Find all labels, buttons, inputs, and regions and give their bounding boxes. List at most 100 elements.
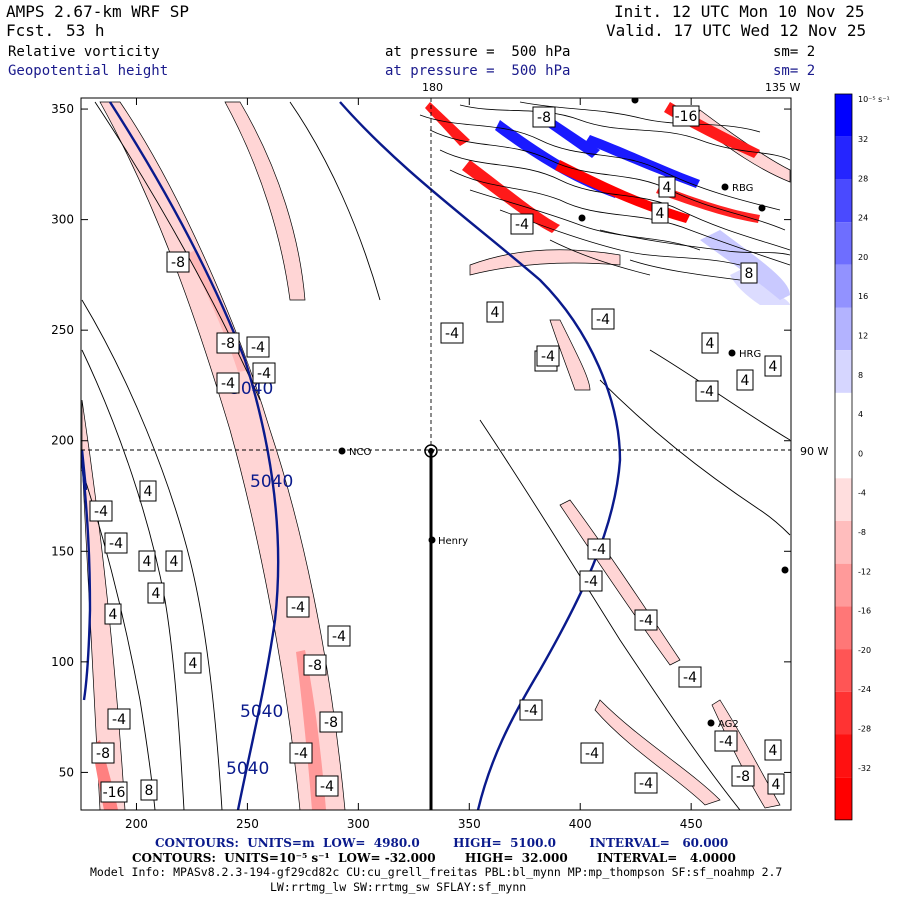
vorticity-label-text: -4 — [639, 613, 653, 629]
colorbar-segment — [835, 649, 852, 692]
colorbar-segment — [835, 350, 852, 393]
vorticity-label-text: -4 — [251, 340, 265, 356]
south-pole-dot — [428, 448, 434, 454]
vorticity-label: -4 — [695, 380, 719, 402]
vorticity-label: -8 — [216, 332, 240, 354]
colorbar-tick-label: 0 — [858, 449, 863, 458]
vorticity-label: -4 — [289, 742, 313, 764]
vorticity-label-text: -8 — [736, 769, 750, 785]
vorticity-label-box — [519, 699, 543, 721]
vorticity-label-text: -4 — [515, 217, 529, 233]
vorticity-label: 8 — [740, 262, 758, 284]
smooth2-label: sm= 2 — [773, 63, 816, 79]
colorbar-segment — [835, 435, 852, 479]
vorticity-label-text: -4 — [639, 776, 653, 792]
colorbar-tick-label: -24 — [858, 685, 871, 694]
pressure1-label: at pressure = 500 hPa — [385, 44, 571, 60]
vorticity-label-text: -4 — [596, 312, 610, 328]
y-tick-label: 150 — [51, 544, 74, 558]
station-label: HRG — [739, 349, 761, 360]
vorticity-label-box — [303, 654, 327, 676]
vorticity-label-text: -4 — [332, 629, 346, 645]
vorticity-label-text: 4 — [706, 336, 715, 352]
vorticity-label: 8 — [140, 779, 158, 801]
vorticity-label-text: -8 — [171, 255, 185, 271]
station-dot — [728, 349, 736, 357]
vorticity-label-text: -4 — [291, 600, 305, 616]
vorticity-label-box — [764, 739, 782, 761]
vorticity-label: -4 — [286, 596, 310, 618]
colorbar-unit: 10⁻⁵ s⁻¹ — [858, 95, 890, 104]
vorticity-label-box — [658, 176, 676, 198]
station-dot — [707, 719, 715, 727]
colorbar-tick-label: 4 — [858, 410, 863, 419]
lon-label-135w: 135 W — [765, 81, 800, 94]
colorbar-segment — [835, 94, 852, 137]
vorticity-label: -4 — [714, 730, 738, 752]
vorticity-label-text: 4 — [769, 359, 778, 375]
vorticity-label-box — [139, 480, 157, 502]
vorticity-label: -16 — [100, 781, 128, 803]
vorticity-label-text: 4 — [656, 206, 665, 222]
field2-label: Geopotential height — [8, 63, 169, 79]
vorticity-label-box — [89, 500, 113, 522]
vorticity-label-box — [319, 711, 343, 733]
pressure2-label: at pressure = 500 hPa — [385, 63, 571, 79]
colorbar-tick-label: -16 — [858, 607, 871, 616]
vorticity-label-text: -16 — [103, 785, 126, 801]
vorticity-label-box — [286, 596, 310, 618]
station-dot — [578, 214, 586, 222]
forecast-label: Fcst. — [6, 21, 55, 40]
vorticity-label-text: -4 — [109, 536, 123, 552]
contours-height-info: CONTOURS: UNITS=m LOW= 4980.0 HIGH= 5100… — [155, 836, 729, 850]
y-axis: 50 100 150 200 250 300 350 — [51, 102, 791, 779]
vorticity-label-box — [246, 336, 270, 358]
vorticity-label-text: -4 — [541, 349, 555, 365]
vorticity-label-text: -4 — [112, 712, 126, 728]
vorticity-label: -4 — [252, 362, 276, 384]
vorticity-label-box — [138, 550, 156, 572]
vorticity-label: 4 — [701, 332, 719, 354]
vorticity-label-text: -8 — [324, 715, 338, 731]
vorticity-label-text: 4 — [491, 305, 500, 321]
vorticity-label: -4 — [678, 666, 702, 688]
vorticity-label: -8 — [532, 106, 556, 128]
vorticity-label: 4 — [658, 176, 676, 198]
model-title: AMPS 2.67-km WRF SP — [6, 2, 190, 21]
vorticity-label-text: -4 — [584, 574, 598, 590]
contours-vorticity-info: CONTOURS: UNITS=10⁻⁵ s⁻¹ LOW= -32.000 HI… — [132, 851, 736, 865]
colorbar-tick-label: 24 — [858, 214, 868, 223]
height-contours — [81, 101, 622, 810]
vorticity-label: -4 — [510, 213, 534, 235]
vorticity-label-text: 4 — [772, 777, 781, 793]
vorticity-label-box — [216, 332, 240, 354]
vorticity-label-text: 4 — [769, 743, 778, 759]
vorticity-label-box — [536, 345, 560, 367]
vorticity-label-box — [289, 742, 313, 764]
colorbar-segment — [835, 521, 852, 564]
vorticity-label-box — [591, 308, 615, 330]
station-dot — [781, 566, 789, 574]
colorbar-segment — [835, 777, 852, 820]
vorticity-label: 4 — [651, 202, 669, 224]
vorticity-label-box — [107, 708, 131, 730]
colorbar-segment — [835, 264, 852, 308]
vorticity-label: 4 — [736, 369, 754, 391]
vorticity-label-box — [104, 603, 122, 625]
vorticity-label-text: -4 — [445, 326, 459, 342]
vorticity-label-text: 8 — [745, 266, 754, 282]
vorticity-label: 4 — [764, 739, 782, 761]
vorticity-label-text: -4 — [294, 746, 308, 762]
colorbar-tick-label: -4 — [858, 489, 866, 498]
station-dot — [721, 183, 729, 191]
dense-contours — [419, 101, 791, 281]
vorticity-label: 4 — [764, 355, 782, 377]
vorticity-label-box — [91, 742, 115, 764]
vorticity-label-box — [634, 772, 658, 794]
vorticity-label: -4 — [579, 570, 603, 592]
vorticity-label-box — [166, 251, 190, 273]
vorticity-label: -4 — [587, 538, 611, 560]
vorticity-label-box — [100, 781, 128, 803]
vorticity-label-text: -8 — [308, 658, 322, 674]
vorticity-label: -4 — [519, 699, 543, 721]
